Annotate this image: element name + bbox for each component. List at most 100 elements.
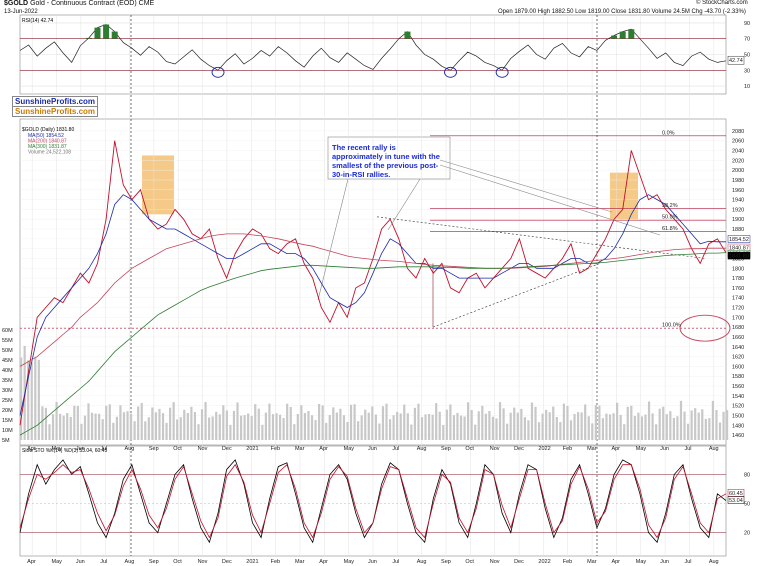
rsi-y-tick: 30 <box>744 68 750 74</box>
low-value: Low 1819.00 <box>575 9 610 15</box>
volume-value: Volume 24.5M <box>651 9 690 15</box>
price-value-label: 1854.52 <box>729 237 749 243</box>
stoch-y-tick: 50 <box>744 502 750 508</box>
price-y-tick: 1560 <box>732 384 744 390</box>
volume-bar <box>271 414 275 440</box>
x-tick-label-stoch: 2021 <box>246 559 258 565</box>
price-y-tick: 1800 <box>732 266 744 272</box>
open-value: Open 1879.00 <box>498 9 537 15</box>
volume-y-tick: 15M <box>2 418 13 424</box>
price-y-tick: 1500 <box>732 413 744 419</box>
price-y-tick: 1740 <box>732 296 744 302</box>
price-y-tick: 1580 <box>732 374 744 380</box>
x-tick-label-stoch: Aug <box>125 559 135 565</box>
volume-y-tick: 20M <box>2 408 13 414</box>
volume-bar <box>325 422 328 440</box>
volume-bar <box>250 416 253 440</box>
volume-bar <box>275 413 278 440</box>
chart-callout-text: The recent rally is approximately in tun… <box>332 143 440 179</box>
volume-bar <box>247 413 250 440</box>
volume-bar <box>676 416 679 440</box>
x-tick-label-price: Jun <box>368 446 377 452</box>
volume-bar <box>165 422 168 440</box>
volume-bar <box>683 411 686 440</box>
volume-bar <box>215 411 218 440</box>
volume-bar <box>353 404 356 440</box>
volume-bar <box>328 415 331 440</box>
volume-bar <box>55 401 58 440</box>
volume-bar <box>403 404 406 440</box>
rsi-overbought-fill <box>94 27 101 39</box>
volume-bar <box>183 409 186 440</box>
x-tick-label-stoch: Sep <box>149 559 159 565</box>
price-legend-entry: MA(200) 1840.87 <box>28 139 67 145</box>
volume-bar <box>704 418 707 440</box>
volume-bar <box>658 408 661 440</box>
x-tick-label-price: Aug <box>709 446 719 452</box>
volume-bar <box>335 412 338 440</box>
x-tick-label-stoch: Feb <box>563 559 572 565</box>
volume-bar <box>424 414 427 440</box>
volume-bar <box>396 411 399 440</box>
volume-bar <box>388 419 392 440</box>
volume-bar <box>580 412 583 440</box>
volume-bar <box>438 411 441 440</box>
price-y-tick: 1480 <box>732 423 744 429</box>
volume-bar <box>27 360 30 440</box>
volume-bar <box>385 403 388 440</box>
volume-bar <box>289 406 292 440</box>
volume-bar <box>278 414 282 440</box>
volume-bar <box>690 410 693 440</box>
volume-bar <box>161 413 165 440</box>
volume-bar <box>406 413 409 440</box>
volume-bar <box>697 412 700 440</box>
price-y-tick: 2000 <box>732 168 744 174</box>
volume-bar <box>711 400 715 440</box>
volume-bar <box>137 406 140 440</box>
volume-bar <box>413 407 416 440</box>
price-y-tick: 1700 <box>732 315 744 321</box>
x-tick-label-price: Mar <box>587 446 597 452</box>
x-tick-label-price: Feb <box>563 446 572 452</box>
volume-bar <box>633 416 636 440</box>
x-tick-label-stoch: Apr <box>319 559 328 565</box>
volume-bar <box>378 423 381 440</box>
volume-bar <box>80 423 83 440</box>
fib-level-label: 100.0% <box>662 323 681 329</box>
volume-bar <box>30 362 33 440</box>
volume-bar <box>193 412 197 440</box>
volume-bar <box>669 411 672 440</box>
volume-bar <box>239 415 243 440</box>
volume-bar <box>94 413 97 440</box>
x-tick-label-price: May <box>344 446 355 452</box>
volume-bar <box>399 413 402 440</box>
price-legend-entry: MA(300) 1831.87 <box>28 144 67 150</box>
rsi-y-tick: 10 <box>744 84 750 90</box>
volume-bar <box>126 411 129 440</box>
volume-bar <box>66 413 69 440</box>
volume-bar <box>605 413 608 440</box>
x-tick-label-stoch: Aug <box>709 559 719 565</box>
volume-bar <box>296 414 299 440</box>
volume-bar <box>463 416 466 440</box>
volume-bar <box>147 417 150 440</box>
volume-bar <box>644 414 647 440</box>
volume-bar <box>105 405 108 440</box>
support-trendline <box>432 263 601 328</box>
resistance-trendline <box>376 216 706 259</box>
fib-level-label: 0.0% <box>662 130 675 136</box>
volume-bar <box>303 413 307 440</box>
volume-bar <box>637 412 640 440</box>
ma-line-50 <box>19 194 726 416</box>
x-tick-label-price: Sep <box>149 446 159 452</box>
volume-bar <box>701 409 704 440</box>
volume-bar <box>257 408 260 440</box>
volume-y-tick: 50M <box>2 348 13 354</box>
volume-bar <box>435 403 438 440</box>
volume-bar <box>573 413 576 440</box>
volume-bar <box>467 402 470 440</box>
price-legend-entry: MA(50) 1854.52 <box>28 133 64 139</box>
volume-bar <box>367 412 370 440</box>
price-y-tick: 1900 <box>732 217 744 223</box>
